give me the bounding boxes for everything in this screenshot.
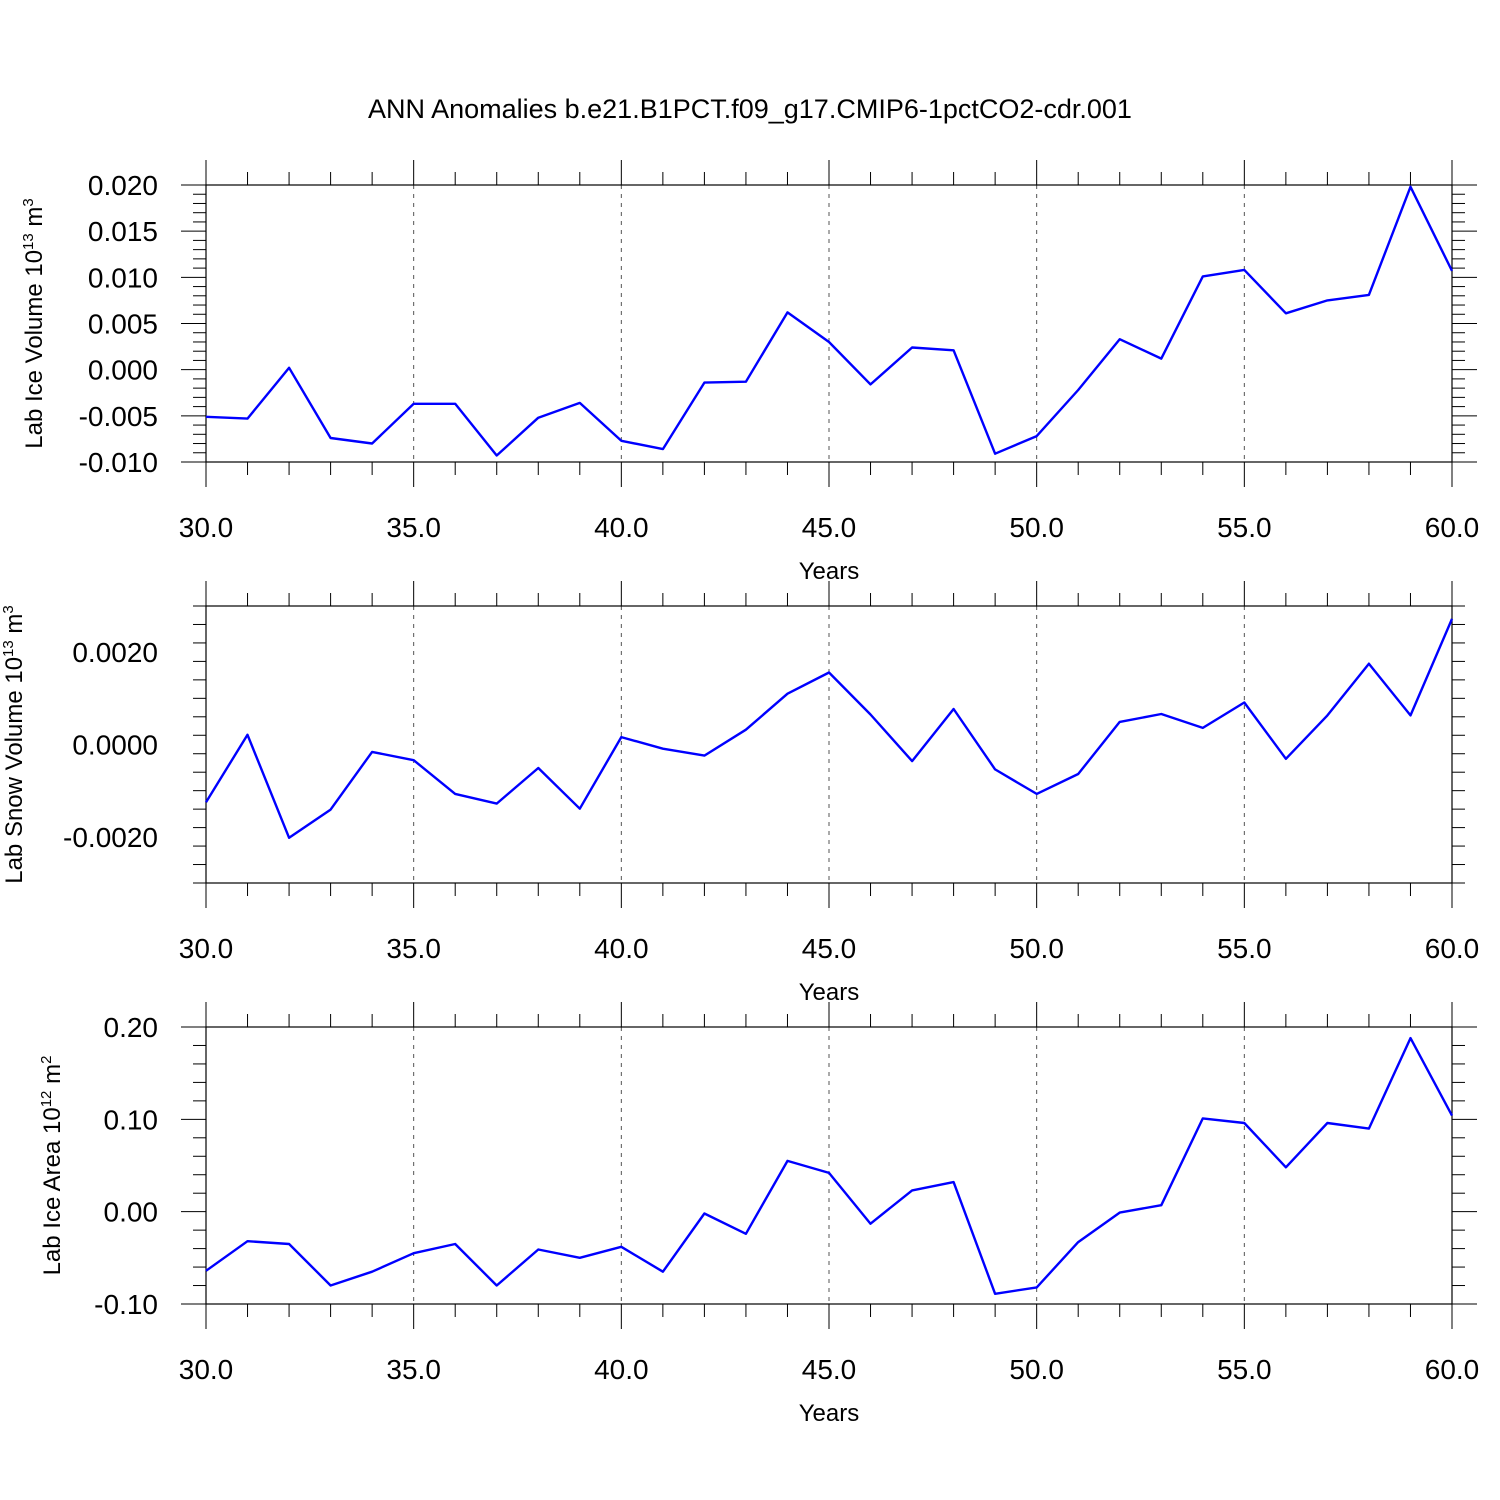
x-axis-title: Years <box>799 1400 860 1427</box>
x-tick-label: 45.0 <box>802 1354 857 1385</box>
y-tick-label: -0.0020 <box>63 822 158 853</box>
x-tick-label: 60.0 <box>1425 933 1480 964</box>
y-tick-label: 0.10 <box>104 1104 159 1135</box>
x-tick-label: 55.0 <box>1217 1354 1272 1385</box>
y-tick-label: 0.005 <box>88 309 158 340</box>
y-tick-label: 0.000 <box>88 355 158 386</box>
y-tick-label: -0.005 <box>79 401 158 432</box>
x-axis-title: Years <box>799 558 860 585</box>
series-line <box>205 185 1454 457</box>
y-tick-label: 0.0000 <box>72 730 158 761</box>
x-tick-label: 60.0 <box>1425 512 1480 543</box>
y-axis-title: Lab Snow Volume 1013 m3 <box>0 605 28 884</box>
x-tick-label: 40.0 <box>594 512 649 543</box>
y-axis-title: Lab Ice Area 1012 m2 <box>38 1056 66 1276</box>
chart-title: ANN Anomalies b.e21.B1PCT.f09_g17.CMIP6-… <box>368 94 1132 124</box>
x-tick-label: 35.0 <box>386 512 441 543</box>
y-tick-label: 0.020 <box>88 170 158 201</box>
y-tick-label: 0.20 <box>104 1012 159 1043</box>
x-tick-label: 50.0 <box>1009 933 1064 964</box>
x-tick-label: 55.0 <box>1217 512 1272 543</box>
x-tick-label: 30.0 <box>179 1354 234 1385</box>
x-tick-label: 60.0 <box>1425 1354 1480 1385</box>
y-tick-label: 0.00 <box>104 1197 159 1228</box>
x-tick-label: 30.0 <box>179 933 234 964</box>
x-tick-label: 40.0 <box>594 933 649 964</box>
y-tick-label: 0.010 <box>88 262 158 293</box>
y-tick-label: 0.015 <box>88 216 158 247</box>
y-tick-label: -0.10 <box>94 1289 158 1320</box>
x-tick-label: 30.0 <box>179 512 234 543</box>
x-tick-label: 50.0 <box>1009 512 1064 543</box>
x-tick-label: 45.0 <box>802 512 857 543</box>
x-tick-label: 55.0 <box>1217 933 1272 964</box>
y-axis-title: Lab Ice Volume 1013 m3 <box>20 198 48 449</box>
series-line <box>205 1036 1454 1296</box>
x-tick-label: 50.0 <box>1009 1354 1064 1385</box>
panel-1: -0.010 -0.005 0.000 0.005 0.010 0.015 0.020 30.… <box>20 160 1479 585</box>
x-axis-title: Years <box>799 979 860 1006</box>
panel-2: -0.0020 0.0000 0.0020 30.0 35.0 40.0 45.0 50.0 5… <box>0 581 1479 1006</box>
x-tick-label: 35.0 <box>386 933 441 964</box>
x-tick-label: 40.0 <box>594 1354 649 1385</box>
y-tick-label: 0.0020 <box>72 637 158 668</box>
x-tick-label: 45.0 <box>802 933 857 964</box>
series-line <box>204 618 1454 839</box>
y-tick-label: -0.010 <box>79 447 158 478</box>
panel-3: -0.10 0.00 0.10 0.20 30.0 35.0 40.0 45.0 50.0 55.… <box>38 1002 1479 1427</box>
x-tick-label: 35.0 <box>386 1354 441 1385</box>
